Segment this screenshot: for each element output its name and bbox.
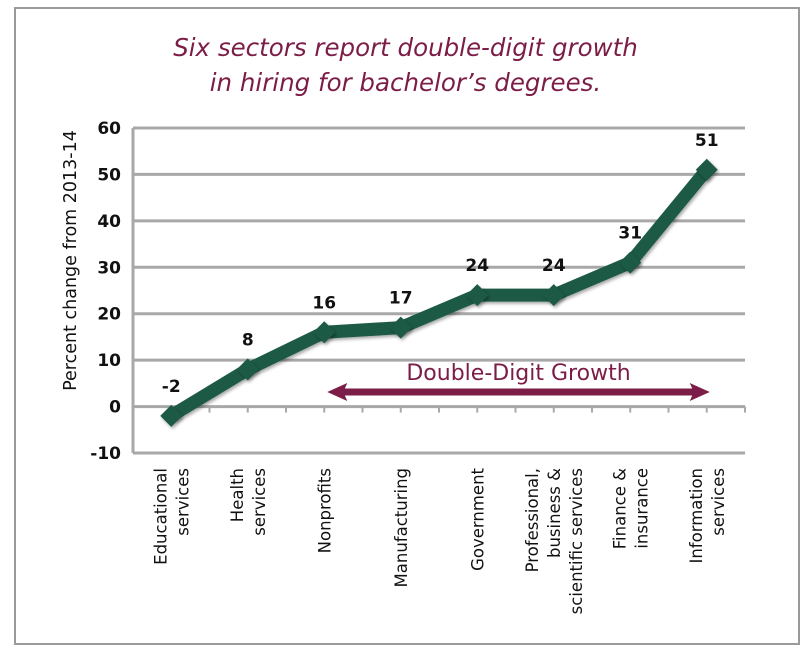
data-point-marker (389, 316, 412, 339)
y-tick-label: -10 (90, 444, 121, 464)
x-category-label: Health (228, 468, 247, 522)
annotation-arrowhead-right (689, 383, 710, 401)
x-category-label: Nonprofits (315, 468, 334, 553)
x-category-label: insurance (632, 468, 651, 549)
x-category-label: Government (468, 467, 487, 570)
series-line (167, 165, 712, 422)
x-category-label: services (173, 468, 192, 536)
data-point-marker (619, 251, 642, 274)
y-tick-label: 10 (97, 351, 121, 371)
data-label: 51 (695, 131, 719, 151)
y-tick-label: 50 (97, 165, 121, 185)
y-tick-label: 0 (109, 398, 121, 418)
data-label: 17 (389, 289, 413, 309)
annotation-label: Double-Digit Growth (406, 361, 630, 386)
x-category-label: Educational (151, 468, 170, 565)
x-category-label: Information (687, 468, 706, 564)
data-point-marker (160, 404, 183, 427)
x-category-label: Manufacturing (392, 468, 411, 587)
chart-title-line-2: in hiring for bachelor’s degrees. (209, 68, 602, 97)
data-point-marker (466, 284, 489, 307)
data-label: 24 (465, 256, 489, 276)
annotation-arrowhead-left (327, 383, 348, 401)
x-category-label: Professional, (523, 468, 542, 572)
data-point-marker (542, 284, 565, 307)
data-label: 8 (242, 330, 254, 350)
y-tick-label: 60 (97, 119, 121, 139)
data-point-marker (695, 158, 718, 181)
data-label: 24 (542, 256, 566, 276)
data-label: 16 (312, 293, 336, 313)
x-category-label: business & (545, 468, 564, 558)
data-point-marker (236, 358, 259, 381)
y-tick-label: 40 (97, 212, 121, 232)
y-axis-label: Percent change from 2013-14 (61, 130, 81, 391)
x-category-label: services (250, 468, 269, 536)
x-category-label: scientific services (567, 468, 586, 614)
chart-title: Six sectors report double-digit growth i… (0, 30, 811, 100)
x-category-label: services (709, 468, 728, 536)
data-label: 31 (618, 224, 642, 244)
data-point-marker (313, 321, 336, 344)
data-label: -2 (162, 377, 181, 397)
chart-title-line-1: Six sectors report double-digit growth (173, 33, 638, 62)
y-tick-label: 30 (97, 258, 121, 278)
y-tick-label: 20 (97, 305, 121, 325)
x-category-label: Finance & (610, 468, 629, 549)
